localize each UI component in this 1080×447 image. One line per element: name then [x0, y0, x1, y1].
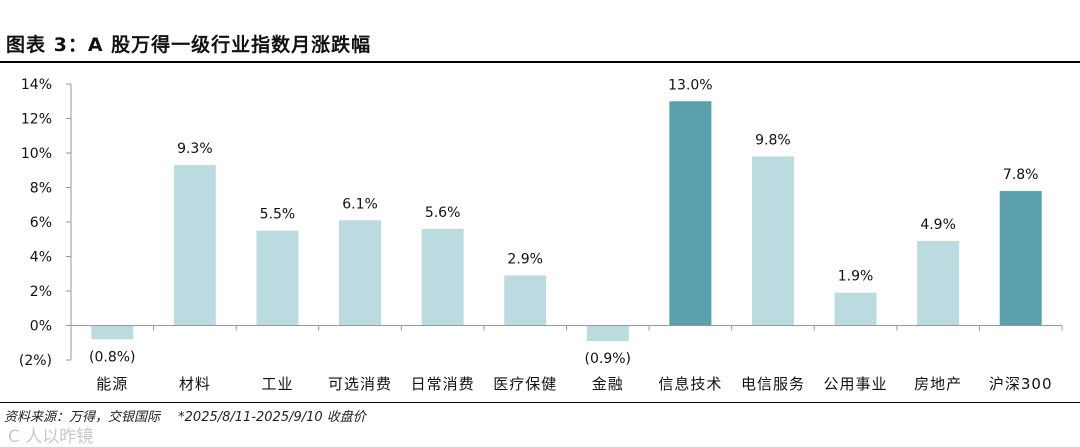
bar-value-label: 2.9% — [507, 251, 543, 267]
bar — [586, 325, 629, 342]
bar-value-label: 13.0% — [668, 77, 712, 93]
bar-value-label: (0.9%) — [585, 351, 632, 367]
bar — [751, 156, 794, 326]
bar-value-label: (0.8%) — [89, 349, 136, 365]
bar — [504, 275, 547, 326]
x-category-label: 信息技术 — [658, 375, 722, 393]
bar-value-label: 7.8% — [1003, 167, 1039, 183]
x-category-label: 日常消费 — [411, 375, 475, 393]
source-note: 资料来源：万得，交银国际 — [4, 410, 161, 425]
x-category-label: 沪深300 — [989, 375, 1053, 393]
y-tick-label: 8% — [30, 181, 52, 197]
bar — [834, 292, 877, 326]
bar-chart: (2%) 0% 2% 4% 6% 8% 10% 12% 14% (0.8%) 能源 9.3% 材料 5.5… — [19, 77, 1063, 393]
y-tick-label: 14% — [21, 77, 52, 93]
y-tick-label: 12% — [21, 112, 52, 128]
bar-value-label: 9.8% — [755, 132, 791, 148]
bar — [999, 190, 1042, 326]
bar-value-label: 5.6% — [425, 205, 461, 221]
bar — [421, 228, 464, 326]
footer: 资料来源：万得，交银国际 *2025/8/11-2025/9/10 收盘价 — [4, 406, 366, 425]
bar — [256, 230, 299, 326]
y-tick-label: 6% — [30, 215, 52, 231]
x-category-label: 房地产 — [914, 375, 962, 393]
y-tick-label: 10% — [21, 146, 52, 162]
watermark: C 人以昨镜 — [8, 427, 94, 447]
x-category-label: 材料 — [179, 375, 211, 393]
x-category-label: 电信服务 — [741, 375, 805, 393]
bar-value-label: 6.1% — [342, 196, 378, 212]
bar — [339, 220, 382, 326]
bar-value-label: 9.3% — [177, 141, 213, 157]
bar-value-label: 4.9% — [920, 217, 956, 233]
bar — [669, 101, 712, 326]
date-range-note: *2025/8/11-2025/9/10 收盘价 — [178, 410, 366, 425]
title-divider — [0, 61, 1080, 63]
y-tick-label: (2%) — [19, 353, 52, 369]
footer-divider — [0, 402, 1080, 403]
x-category-label: 工业 — [261, 375, 293, 393]
bar-value-label: 1.9% — [838, 269, 874, 285]
y-tick-label: 0% — [30, 319, 52, 335]
y-tick-label: 2% — [30, 284, 52, 300]
x-category-label: 能源 — [96, 375, 128, 393]
y-tick-label: 4% — [30, 250, 52, 266]
bar-value-label: 5.5% — [260, 207, 296, 223]
bar — [917, 240, 960, 326]
x-category-label: 医疗保健 — [493, 375, 557, 393]
bar — [91, 325, 134, 340]
x-category-label: 可选消费 — [328, 375, 392, 393]
bar — [173, 165, 216, 326]
chart-title: 图表 3：A 股万得一级行业指数月涨跌幅 — [6, 34, 372, 56]
x-category-label: 公用事业 — [824, 375, 888, 393]
x-category-label: 金融 — [592, 375, 624, 393]
